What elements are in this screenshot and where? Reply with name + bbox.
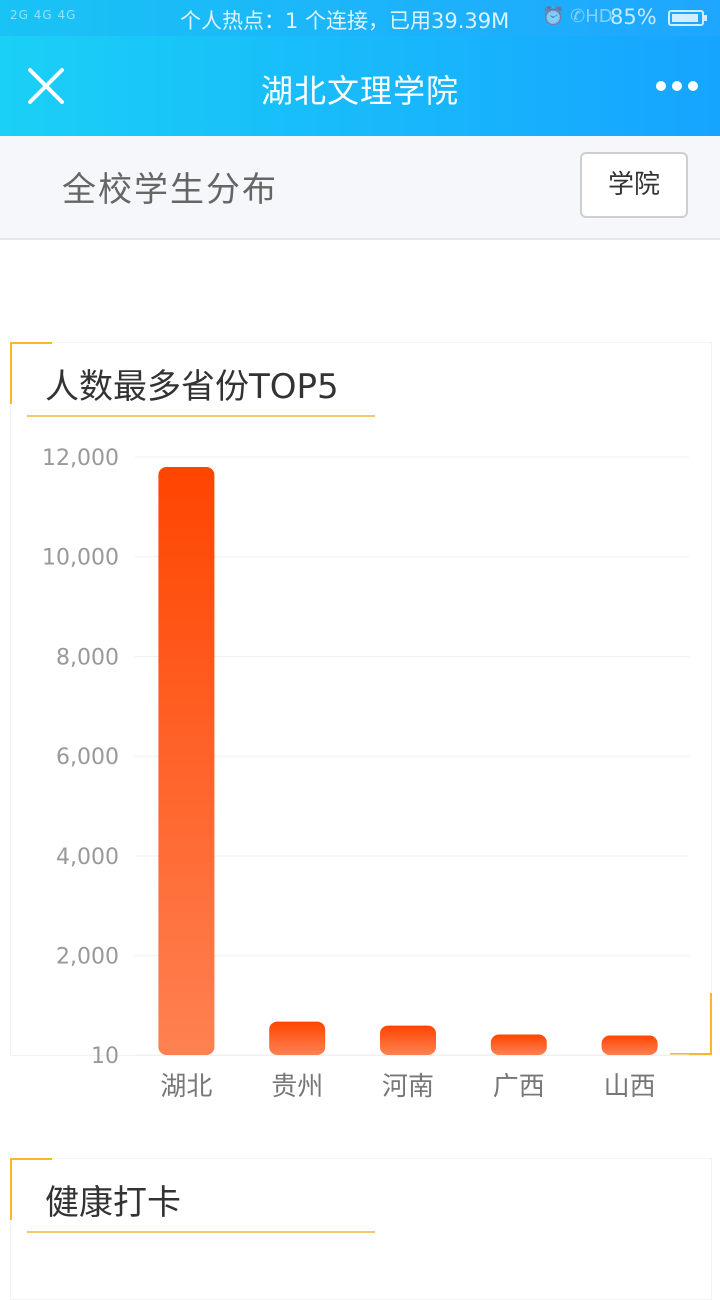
- bar-广西[interactable]: [490, 1034, 547, 1055]
- status-bar: 2G 4G 4G 个人热点：1 个连接，已用39.39M ⏰ ✆HD 85%: [0, 0, 720, 36]
- top5-provinces-card: 人数最多省份TOP5 10 2,000 4,000 6,000 8,000 10,000 1…: [10, 342, 712, 1102]
- card-title: 人数最多省份TOP5: [45, 367, 339, 407]
- title-underline: [27, 1231, 375, 1233]
- x-category-label: 湖北: [160, 1072, 212, 1102]
- college-button[interactable]: 学院: [580, 152, 688, 218]
- close-icon[interactable]: [26, 66, 66, 106]
- card-title: 健康打卡: [45, 1183, 181, 1223]
- corner-decoration: [670, 993, 712, 1055]
- y-tick-label: 10,000: [42, 546, 119, 571]
- bar-湖北[interactable]: [158, 466, 215, 1055]
- y-tick-label: 2,000: [56, 945, 119, 970]
- signal-icon: 2G 4G 4G: [10, 8, 77, 22]
- corner-decoration: [10, 1158, 52, 1220]
- hotspot-status-text: 个人热点：1 个连接，已用39.39M: [180, 9, 510, 33]
- bar-河南[interactable]: [380, 1025, 436, 1055]
- section-title: 全校学生分布: [62, 170, 278, 210]
- alarm-call-icons: ⏰ ✆HD: [542, 6, 613, 27]
- bar-chart: 10 2,000 4,000 6,000 8,000 10,000 12,000 湖北 贵州 河…: [42, 446, 689, 1102]
- x-category-label: 山西: [604, 1072, 656, 1102]
- corner-decoration: [10, 342, 52, 404]
- y-tick-label: 8,000: [56, 645, 119, 670]
- battery-icon: [668, 10, 707, 26]
- x-category-label: 广西: [493, 1072, 545, 1102]
- page-title: 湖北文理学院: [260, 72, 459, 110]
- y-tick-label: 10: [91, 1044, 119, 1069]
- title-underline: [27, 415, 375, 417]
- battery-percentage: 85%: [610, 5, 657, 29]
- bar-山西[interactable]: [601, 1035, 658, 1055]
- y-tick-label: 4,000: [56, 845, 119, 870]
- x-category-label: 贵州: [271, 1072, 323, 1102]
- y-tick-label: 12,000: [42, 446, 119, 471]
- x-category-label: 河南: [382, 1072, 434, 1102]
- bar-贵州[interactable]: [269, 1021, 326, 1055]
- section-header: 全校学生分布 学院: [0, 136, 720, 240]
- health-checkin-card: 健康打卡: [10, 1158, 712, 1300]
- navigation-bar: 湖北文理学院: [0, 36, 720, 136]
- more-icon[interactable]: [656, 76, 704, 96]
- y-tick-label: 6,000: [56, 745, 119, 770]
